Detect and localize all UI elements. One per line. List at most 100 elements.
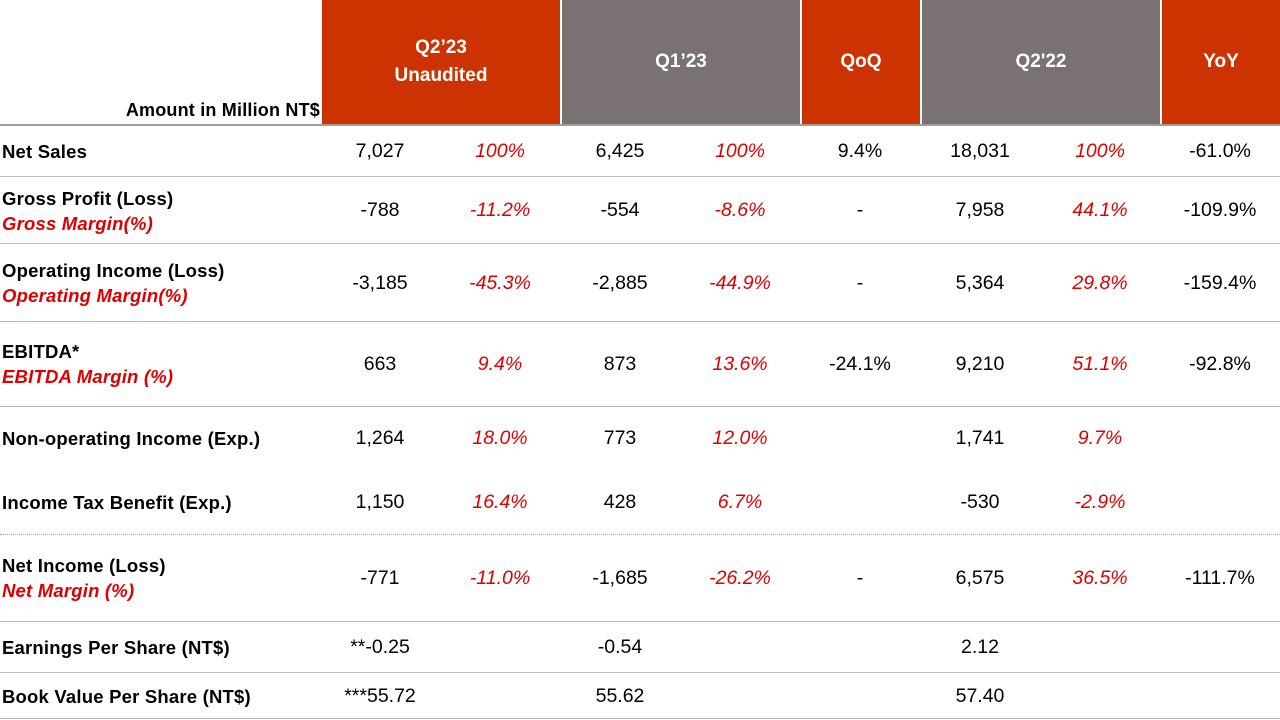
col-header-yoy-label: YoY [1203,51,1239,72]
cell-q223-pct: -11.2% [469,199,531,221]
cell-qoq: - [856,199,864,221]
cell-yoy: -92.8% [1189,353,1251,375]
row-label-main: Net Income (Loss) [2,555,166,576]
cell-q123-pct: -26.2% [709,567,771,589]
cell-q222-pct: 36.5% [1072,567,1128,589]
cell-q222-pct: 51.1% [1072,353,1128,375]
table-bottom-rule [0,718,1280,719]
cell-q223-pct: -11.0% [469,567,531,589]
cell-yoy: -61.0% [1189,140,1251,162]
table-row-non-operating-income: Non-operating Income (Exp.) 1,264 18.0% … [0,407,1280,471]
cell-q223: 1,150 [355,491,405,513]
table-row-eps: Earnings Per Share (NT$) **-0.25 -0.54 2… [0,622,1280,672]
cell-q123-pct: -44.9% [709,272,771,294]
cell-q223: **-0.25 [350,636,410,658]
cell-q222: 5,364 [955,272,1005,294]
cell-q223-pct: 100% [475,140,525,162]
table-row-income-tax: Income Tax Benefit (Exp.) 1,150 16.4% 42… [0,471,1280,534]
cell-qoq: -24.1% [829,353,891,375]
col-header-yoy: YoY [1162,0,1280,124]
cell-q222: 1,741 [955,427,1005,449]
table-row-net-sales: Net Sales 7,027 100% 6,425 100% 9.4% 18,… [0,126,1280,176]
col-header-q2-23-status: Unaudited [394,65,488,86]
col-header-q2-22-period: Q2'22 [1015,51,1067,72]
col-header-q2-23-period: Q2’23 [415,37,467,58]
cell-q222-pct: 9.7% [1077,427,1123,449]
row-divider [0,406,1280,407]
col-header-q1-23-period: Q1’23 [655,51,707,72]
cell-q223-pct: 16.4% [472,491,528,513]
cell-q123-pct: 6.7% [717,491,763,513]
cell-q123: 873 [603,353,637,375]
row-label: EBITDA* EBITDA Margin (%) [2,339,173,389]
table-row-book-value: Book Value Per Share (NT$) ***55.72 55.6… [0,673,1280,719]
row-label: Gross Profit (Loss) Gross Margin(%) [2,186,173,236]
col-header-q2-23: Q2’23 Unaudited [322,0,560,124]
cell-q123: 428 [603,491,637,513]
row-label-main: Book Value Per Share (NT$) [2,686,251,707]
cell-q222-pct: 44.1% [1072,199,1128,221]
cell-qoq: - [856,567,864,589]
row-divider [0,621,1280,622]
row-label-main: EBITDA* [2,341,80,362]
row-label: Operating Income (Loss) Operating Margin… [2,258,225,308]
cell-q222: 9,210 [955,353,1005,375]
cell-qoq: 9.4% [837,140,883,162]
cell-q223: 7,027 [355,140,405,162]
table-row-net-income: Net Income (Loss) Net Margin (%) -771 -1… [0,535,1280,621]
row-label-main: Earnings Per Share (NT$) [2,637,230,658]
cell-q222-pct: 100% [1075,140,1125,162]
row-label: Non-operating Income (Exp.) [2,426,260,451]
row-divider [0,672,1280,673]
row-divider [0,243,1280,244]
cell-q223: ***55.72 [344,685,416,707]
table-row-ebitda: EBITDA* EBITDA Margin (%) 663 9.4% 873 1… [0,322,1280,406]
row-label-main: Non-operating Income (Exp.) [2,428,261,449]
row-label-main: Income Tax Benefit (Exp.) [2,492,232,513]
cell-q123: 6,425 [595,140,645,162]
cell-q222: -530 [960,491,1000,513]
row-divider-dotted [0,534,1280,535]
cell-q123: -0.54 [597,636,643,658]
row-label-margin: Operating Margin(%) [2,285,188,306]
col-header-q1-23: Q1’23 [562,0,800,124]
cell-q223: -771 [360,567,400,589]
cell-q223: -788 [360,199,400,221]
cell-yoy: -109.9% [1183,199,1257,221]
cell-q223: -3,185 [352,272,408,294]
cell-q223: 663 [363,353,397,375]
col-header-q2-22: Q2'22 [922,0,1160,124]
cell-q222: 57.40 [955,685,1005,707]
row-label: Income Tax Benefit (Exp.) [2,490,232,515]
cell-yoy: -159.4% [1183,272,1257,294]
cell-q222: 6,575 [955,567,1005,589]
row-label-margin: EBITDA Margin (%) [2,366,174,387]
cell-q223-pct: -45.3% [469,272,531,294]
row-divider [0,176,1280,177]
row-label: Earnings Per Share (NT$) [2,635,230,660]
cell-q222-pct: 29.8% [1072,272,1128,294]
cell-q123: -1,685 [592,567,648,589]
row-divider [0,321,1280,322]
row-label-main: Net Sales [2,141,88,162]
header-divider [0,124,1280,126]
row-label: Book Value Per Share (NT$) [2,684,251,709]
table-row-gross-profit: Gross Profit (Loss) Gross Margin(%) -788… [0,177,1280,243]
cell-q123-pct: 100% [715,140,765,162]
cell-q123: -554 [600,199,640,221]
cell-q223: 1,264 [355,427,405,449]
row-label-margin: Net Margin (%) [2,580,135,601]
col-header-qoq-label: QoQ [840,51,882,72]
row-label-main: Operating Income (Loss) [2,260,225,281]
cell-q123: 773 [603,427,637,449]
cell-q123: 55.62 [595,685,645,707]
cell-q222: 2.12 [961,636,999,658]
row-label: Net Income (Loss) Net Margin (%) [2,553,166,603]
cell-q222: 18,031 [950,140,1010,162]
col-header-qoq: QoQ [802,0,920,124]
row-label-margin: Gross Margin(%) [2,213,154,234]
cell-q123: -2,885 [592,272,648,294]
cell-q123-pct: 13.6% [712,353,768,375]
cell-q223-pct: 9.4% [477,353,523,375]
cell-q223-pct: 18.0% [472,427,528,449]
